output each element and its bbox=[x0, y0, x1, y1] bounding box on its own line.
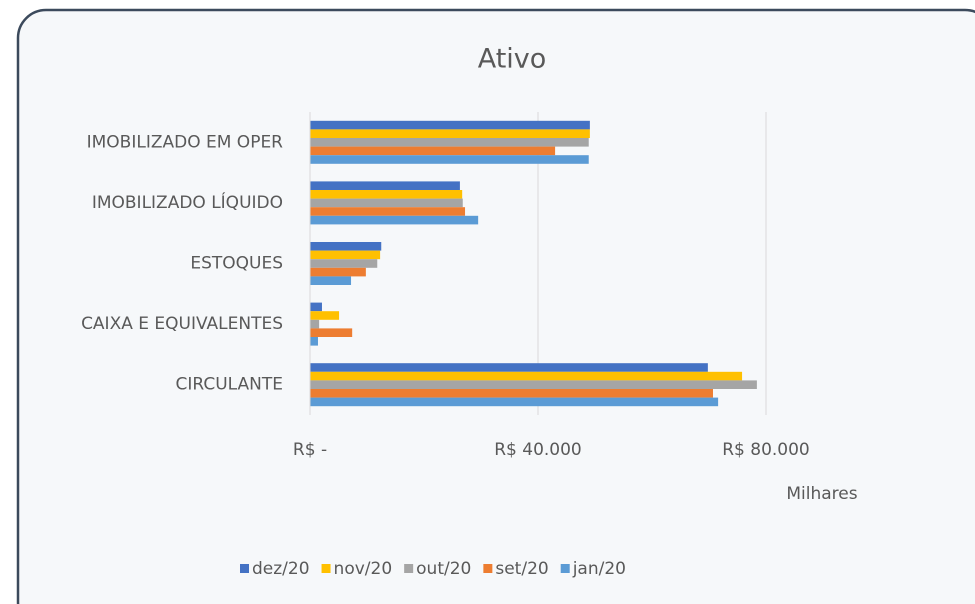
legend-label: nov/20 bbox=[334, 559, 393, 579]
legend-label: out/20 bbox=[416, 559, 471, 579]
bar bbox=[310, 389, 713, 398]
bar bbox=[310, 190, 463, 199]
x-tick-label: R$ 40.000 bbox=[494, 440, 582, 460]
bar bbox=[310, 250, 381, 260]
legend-label: dez/20 bbox=[252, 559, 310, 579]
y-tick-label: IMOBILIZADO LÍQUIDO bbox=[92, 191, 283, 213]
legend-swatch bbox=[483, 564, 493, 573]
bar bbox=[310, 259, 378, 268]
y-tick-label: IMOBILIZADO EM OPER bbox=[87, 132, 284, 152]
legend-swatch bbox=[240, 564, 249, 573]
bar bbox=[310, 319, 320, 329]
bar bbox=[310, 397, 719, 407]
y-tick-label: CIRCULANTE bbox=[176, 375, 284, 395]
bar bbox=[310, 311, 340, 320]
legend-swatch bbox=[321, 564, 331, 573]
chart-title: Ativo bbox=[478, 44, 547, 75]
bar bbox=[310, 267, 366, 277]
axis-title: Milhares bbox=[786, 484, 857, 504]
y-tick-label: ESTOQUES bbox=[190, 254, 283, 274]
bar bbox=[310, 181, 460, 190]
legend-swatch bbox=[560, 564, 570, 573]
bar bbox=[310, 215, 479, 225]
x-tick-label: R$ - bbox=[293, 440, 327, 460]
y-tick-label: CAIXA E EQUIVALENTES bbox=[81, 314, 283, 334]
bar bbox=[310, 363, 708, 372]
bar bbox=[310, 138, 589, 147]
bar bbox=[310, 302, 322, 312]
chart-card bbox=[16, 8, 975, 604]
bar bbox=[310, 328, 353, 337]
x-tick-label: R$ 80.000 bbox=[722, 440, 810, 460]
bar bbox=[310, 371, 743, 381]
bar bbox=[310, 337, 318, 346]
bar bbox=[310, 146, 556, 156]
legend-swatch bbox=[404, 564, 414, 573]
bar bbox=[310, 155, 589, 164]
bar bbox=[310, 129, 590, 138]
bar bbox=[310, 380, 757, 389]
legend-label: set/20 bbox=[495, 559, 548, 579]
bar bbox=[310, 198, 463, 208]
legend-label: jan/20 bbox=[572, 559, 626, 579]
bar bbox=[310, 120, 590, 130]
bar bbox=[310, 207, 466, 216]
bar bbox=[310, 242, 382, 251]
bar bbox=[310, 276, 352, 285]
